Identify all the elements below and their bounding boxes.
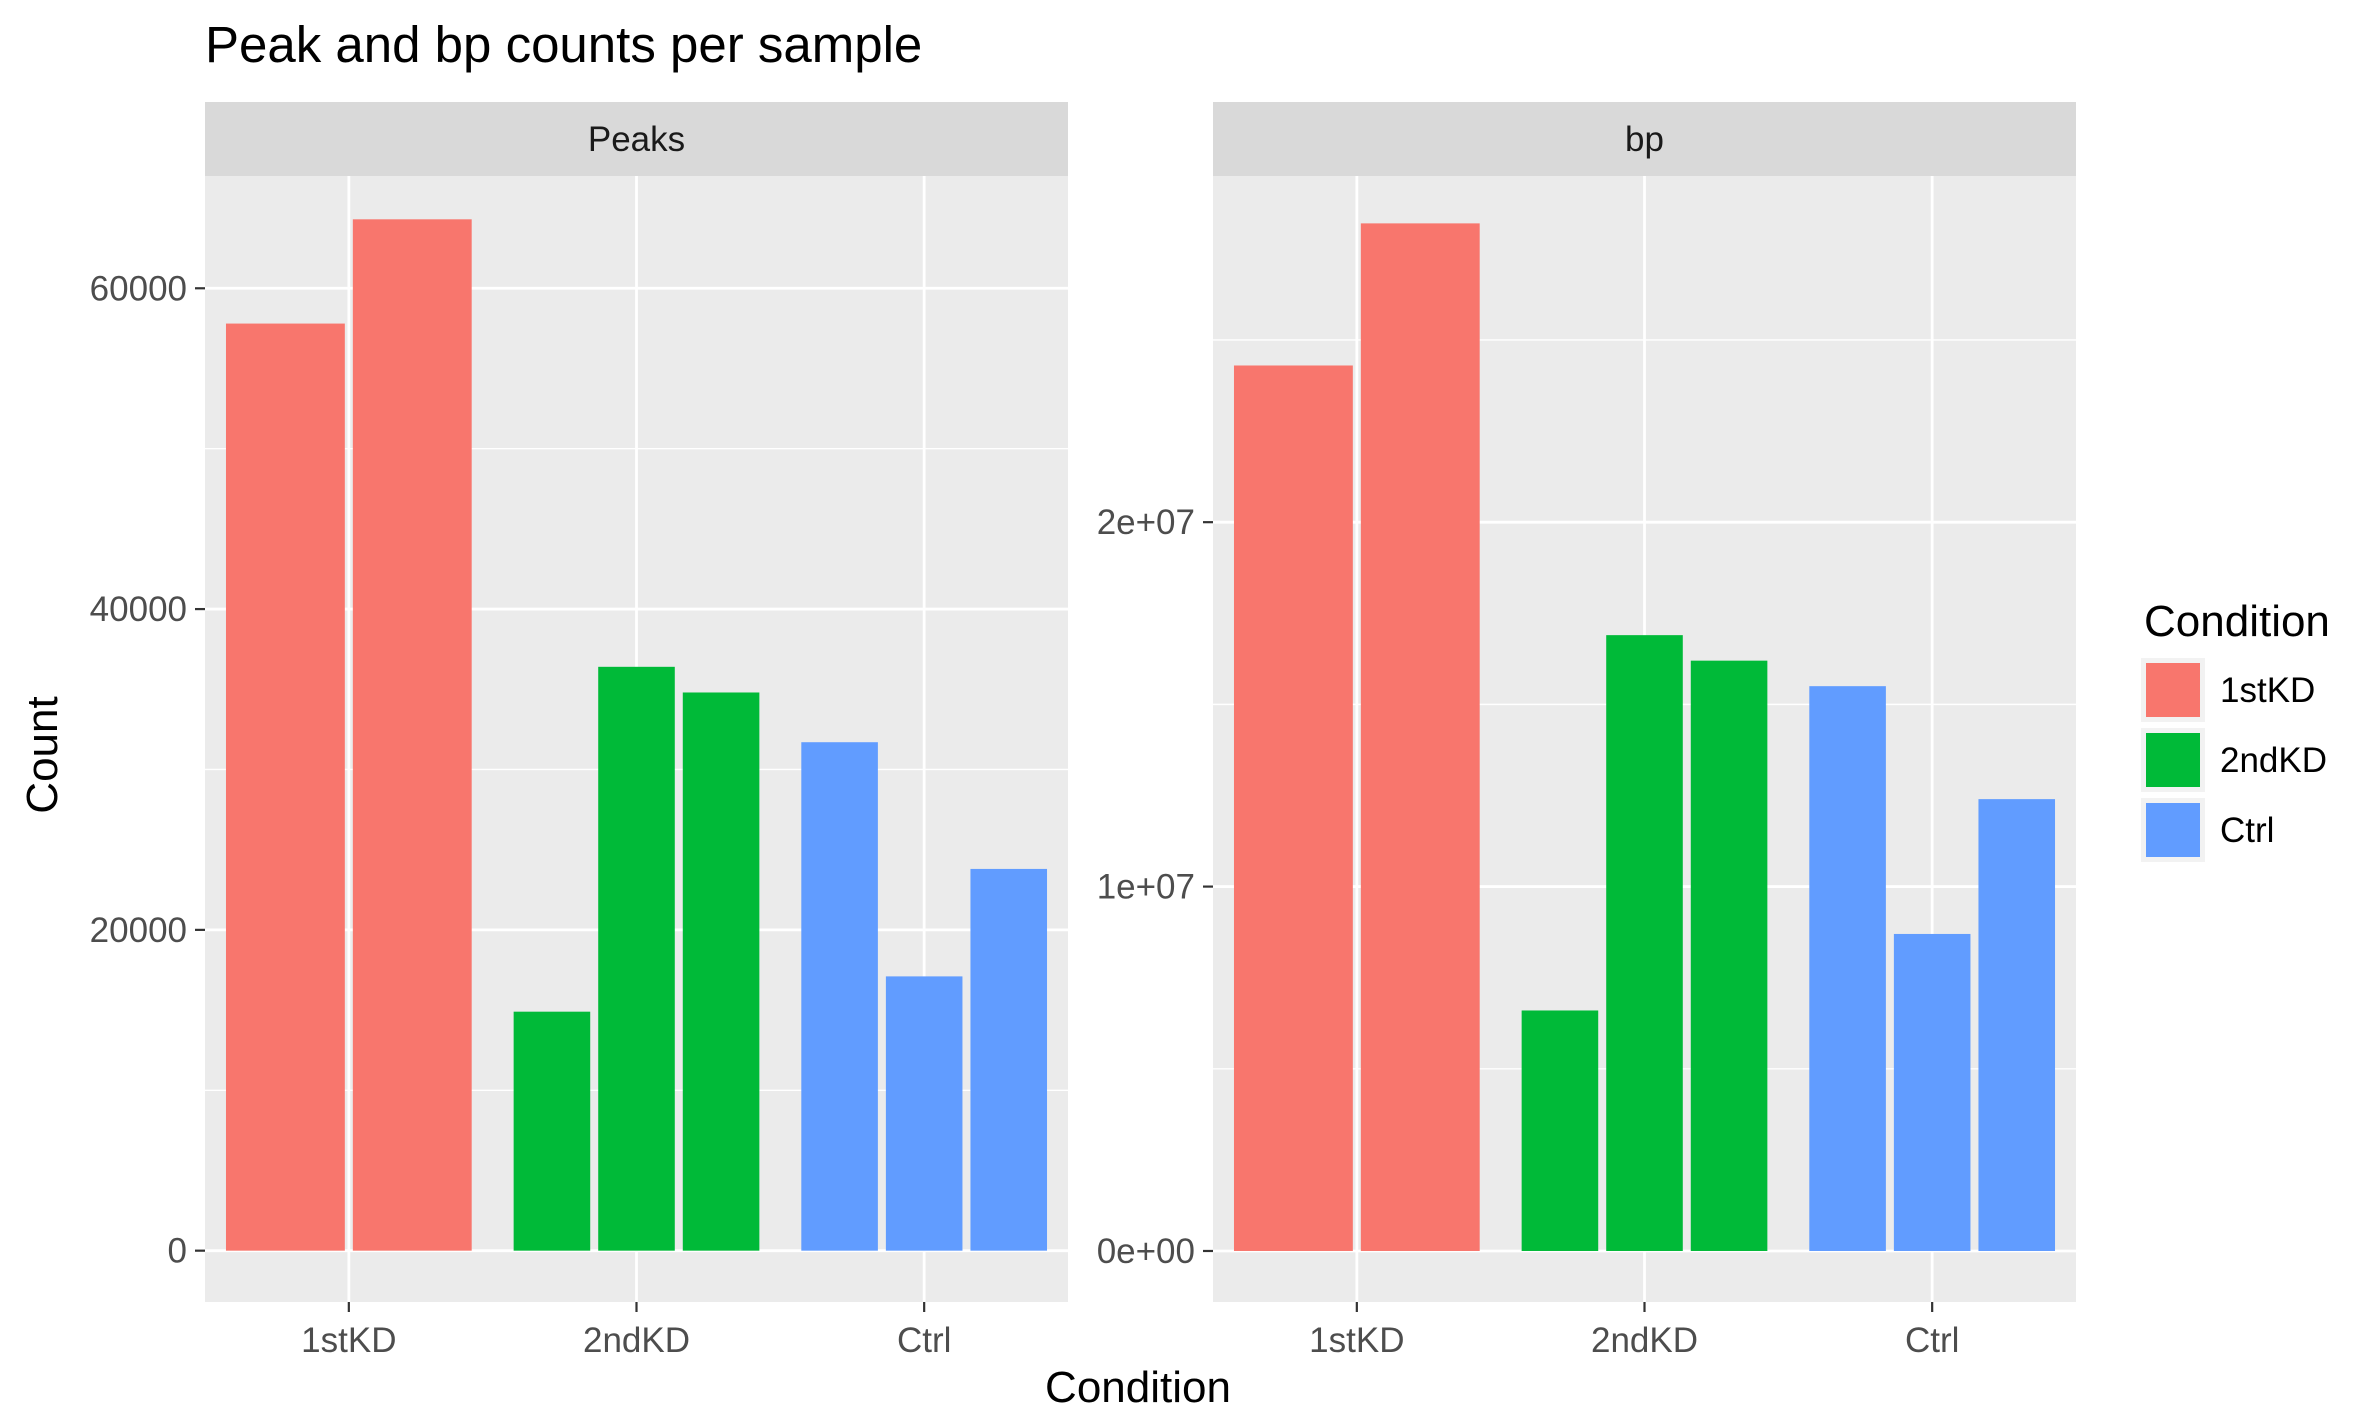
strip-background	[1213, 102, 2076, 176]
bar-2ndkd	[598, 666, 675, 1251]
bar-2ndkd	[513, 1011, 591, 1251]
legend-label: 2ndKD	[2220, 741, 2327, 780]
bar-1stkd	[225, 323, 345, 1251]
x-tick-label: 2ndKD	[583, 1321, 690, 1360]
y-tick-label: 60000	[90, 269, 187, 308]
x-tick-label: 2ndKD	[1591, 1321, 1698, 1360]
legend-label: 1stKD	[2220, 671, 2315, 710]
bar-1stkd	[1233, 365, 1353, 1251]
legend-key-swatch	[2146, 803, 2200, 857]
y-tick-label: 0	[168, 1232, 187, 1271]
legend-title: Condition	[2144, 597, 2330, 646]
y-tick-label: 20000	[90, 911, 187, 950]
y-tick-label: 40000	[90, 590, 187, 629]
strip-label: bp	[1625, 120, 1664, 159]
legend-key-swatch	[2146, 663, 2200, 717]
bar-1stkd	[352, 219, 472, 1251]
bar-ctrl	[801, 742, 878, 1251]
y-tick-label: 1e+07	[1097, 868, 1195, 907]
legend-label: Ctrl	[2220, 811, 2274, 850]
y-tick-label: 0e+00	[1097, 1232, 1195, 1271]
bar-ctrl	[1809, 686, 1886, 1251]
bar-ctrl	[1893, 933, 1971, 1251]
x-tick-label: 1stKD	[301, 1321, 396, 1360]
bar-ctrl	[1978, 799, 2056, 1251]
y-tick-label: 2e+07	[1097, 503, 1195, 542]
strip-label: Peaks	[588, 120, 685, 159]
panel-peaks: Peaks 0 20000 40000 60000 1stKD 2ndKD Ctrl	[90, 102, 1068, 1360]
bar-2ndkd	[1690, 660, 1768, 1251]
bar-2ndkd	[1521, 1010, 1599, 1251]
x-axis-title: Condition	[1045, 1363, 1231, 1412]
bar-2ndkd	[1606, 635, 1683, 1251]
bar-2ndkd	[682, 692, 760, 1251]
x-tick-label: 1stKD	[1309, 1321, 1404, 1360]
legend-key-swatch	[2146, 733, 2200, 787]
bar-ctrl	[885, 976, 963, 1251]
legend: Condition 1stKD 2ndKD Ctrl	[2141, 597, 2330, 862]
bar-ctrl	[970, 868, 1048, 1251]
chart-title: Peak and bp counts per sample	[205, 16, 922, 73]
panels: Peaks 0 20000 40000 60000 1stKD 2ndKD Ctrl bp 0e+…	[90, 102, 2076, 1360]
panel-bp: bp 0e+00 1e+07 2e+07 1stKD 2ndKD Ctrl	[1097, 102, 2076, 1360]
x-tick-label: Ctrl	[897, 1321, 951, 1360]
legend-keys: 1stKD 2ndKD Ctrl	[2141, 658, 2327, 862]
y-axis-title: Count	[18, 696, 67, 813]
bar-1stkd	[1360, 223, 1480, 1251]
strip-background	[205, 102, 1068, 176]
x-tick-label: Ctrl	[1905, 1321, 1959, 1360]
